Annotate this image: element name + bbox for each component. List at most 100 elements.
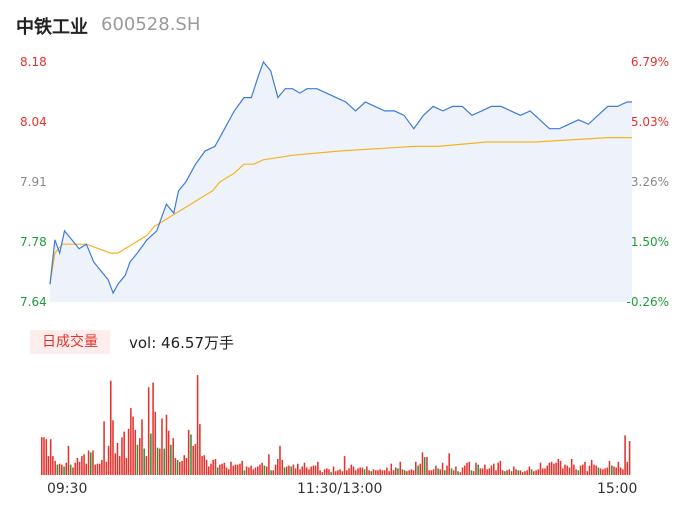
volume-bar [232, 465, 235, 475]
volume-bar [359, 467, 361, 475]
price-area-fill [50, 62, 632, 302]
volume-bar [519, 470, 522, 475]
volume-bar [270, 470, 272, 475]
volume-bar [272, 470, 275, 475]
volume-bar [586, 471, 589, 475]
volume-bar [139, 438, 141, 475]
volume-bar [72, 467, 74, 475]
volume-bar [101, 459, 103, 475]
volume-bar [366, 466, 368, 475]
volume-bar [248, 467, 250, 475]
volume-bar [130, 408, 132, 475]
volume-bar [464, 465, 466, 475]
volume-bar [214, 459, 217, 475]
volume-bar [426, 457, 428, 475]
daily-volume-tab[interactable]: 日成交量 [30, 330, 110, 354]
volume-bar [526, 470, 528, 475]
volume-bar [54, 460, 56, 475]
volume-bar [165, 414, 168, 475]
volume-bar [199, 424, 201, 475]
volume-bar [221, 463, 223, 475]
volume-bar [372, 469, 375, 475]
volume-bar [147, 387, 150, 475]
volume-bar [305, 467, 308, 475]
volume-bar [513, 466, 515, 475]
volume-bar [555, 462, 557, 475]
pct-tick-label: 6.79% [630, 55, 669, 69]
volume-bar [573, 464, 575, 475]
volume-bar [156, 447, 159, 475]
volume-bar [361, 467, 364, 475]
volume-bar [590, 459, 593, 475]
volume-bar [553, 463, 555, 475]
volume-bar [375, 470, 377, 475]
volume-bar [613, 466, 615, 475]
volume-bar [341, 471, 344, 475]
pct-tick-label: 3.26% [630, 175, 669, 189]
volume-bar [577, 470, 580, 475]
volume-bar [185, 458, 188, 475]
volume-bar [562, 468, 564, 475]
volume-bar [163, 448, 166, 475]
volume-bar [383, 470, 386, 475]
volume-bar [339, 469, 341, 475]
volume-bar [174, 458, 177, 475]
volume-bar [161, 418, 163, 475]
volume-bar [521, 472, 524, 475]
volume-bar [290, 466, 292, 475]
volume-bar [61, 464, 63, 475]
pct-tick-label: -0.26% [626, 295, 669, 309]
volume-bar [392, 470, 395, 475]
price-tick-label: 8.18 [20, 55, 47, 69]
volume-bar [196, 375, 199, 475]
price-tick-label: 7.78 [20, 235, 47, 249]
volume-bar [310, 466, 312, 475]
volume-bar [403, 470, 406, 475]
time-tick-label: 15:00 [597, 481, 638, 497]
volume-bar [87, 450, 90, 475]
volume-bar [450, 468, 453, 475]
volume-bar [546, 465, 548, 475]
volume-bar [354, 470, 357, 475]
volume-bar [159, 448, 161, 475]
volume-bar [263, 465, 266, 475]
volume-bar [475, 462, 477, 475]
volume-bar [495, 470, 497, 475]
volume-bar [92, 450, 94, 475]
volume-bar [141, 419, 143, 475]
volume-bar [343, 456, 346, 475]
volume-bar [45, 439, 48, 475]
volume-bar [430, 470, 433, 475]
volume-bar [69, 464, 72, 475]
volume-bar [192, 445, 194, 475]
volume-bar [406, 471, 408, 475]
volume-bar [579, 465, 582, 475]
volume-bar [292, 464, 295, 475]
volume-bar [170, 444, 172, 475]
volume-bar [252, 469, 255, 475]
volume-bar [479, 468, 482, 475]
volume-bar [63, 466, 65, 475]
volume-bar [608, 460, 611, 475]
volume-bar [441, 462, 444, 475]
volume-bar [488, 468, 491, 475]
volume-bar [486, 469, 488, 475]
volume-bar [317, 461, 319, 475]
volume-bar [49, 439, 52, 475]
volume-bar [628, 441, 631, 475]
volume-bar [176, 459, 179, 475]
volume-bar [588, 465, 591, 475]
volume-bar [52, 456, 54, 475]
volume-bar [497, 462, 499, 475]
volume-bar [274, 464, 277, 475]
volume-bar [190, 434, 192, 475]
volume-bar [388, 471, 390, 475]
volume-bar [337, 470, 339, 475]
volume-bar [604, 468, 606, 475]
volume-bar [121, 437, 123, 475]
volume-bar [622, 469, 624, 475]
volume-bar [484, 464, 486, 475]
volume-bar [210, 463, 212, 475]
volume-bar [615, 467, 617, 475]
volume-bar [499, 460, 502, 475]
